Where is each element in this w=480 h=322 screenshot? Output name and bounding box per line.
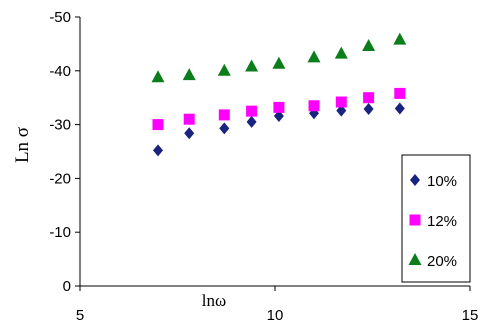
data-point (272, 56, 286, 69)
data-point (219, 122, 230, 135)
y-axis-title: Ln σ (12, 127, 33, 163)
data-point (218, 109, 230, 121)
data-point (393, 32, 407, 45)
data-point (394, 87, 406, 99)
data-point (336, 104, 347, 117)
x-tick-label: 5 (76, 307, 84, 322)
data-point (151, 70, 165, 83)
data-points (151, 32, 407, 157)
legend-label: 10% (427, 173, 457, 190)
y-tick-label: -40 (49, 63, 71, 80)
data-point (184, 127, 195, 140)
axes (75, 16, 471, 291)
series-0 (153, 102, 405, 157)
x-tick-label: 15 (462, 307, 479, 322)
series-2 (151, 32, 407, 83)
data-point (307, 50, 321, 63)
data-point (308, 100, 320, 112)
y-tick-label: -50 (49, 9, 71, 26)
data-point (273, 109, 284, 122)
y-tick-label: -30 (49, 117, 71, 134)
data-point (362, 39, 376, 52)
x-tick-label: 10 (267, 307, 284, 322)
y-tick-label: -10 (49, 224, 71, 241)
y-tick-label: -20 (49, 170, 71, 187)
series-1 (152, 87, 406, 131)
legend-marker (408, 253, 422, 265)
legend: 10% 12% 20% (401, 154, 471, 283)
tick-labels: 0 -10 -20 -30 -40 -50 5 10 15 (49, 9, 478, 322)
legend-label: 20% (427, 253, 457, 270)
data-point (153, 144, 163, 157)
data-point (273, 101, 285, 113)
data-point (152, 119, 164, 131)
data-point (217, 63, 231, 76)
legend-marker (410, 174, 420, 186)
data-point (183, 113, 195, 125)
legend-label: 12% (427, 213, 457, 230)
data-point (334, 46, 348, 59)
data-point (394, 102, 405, 115)
legend-marker (409, 214, 421, 226)
data-point (363, 92, 375, 104)
data-point (182, 68, 196, 81)
data-point (245, 59, 259, 72)
data-point (363, 102, 374, 115)
data-point (246, 105, 258, 117)
y-tick-label: 0 (63, 278, 71, 295)
x-axis-title: lnω (202, 291, 226, 310)
data-point (246, 115, 257, 128)
data-point (335, 96, 347, 108)
